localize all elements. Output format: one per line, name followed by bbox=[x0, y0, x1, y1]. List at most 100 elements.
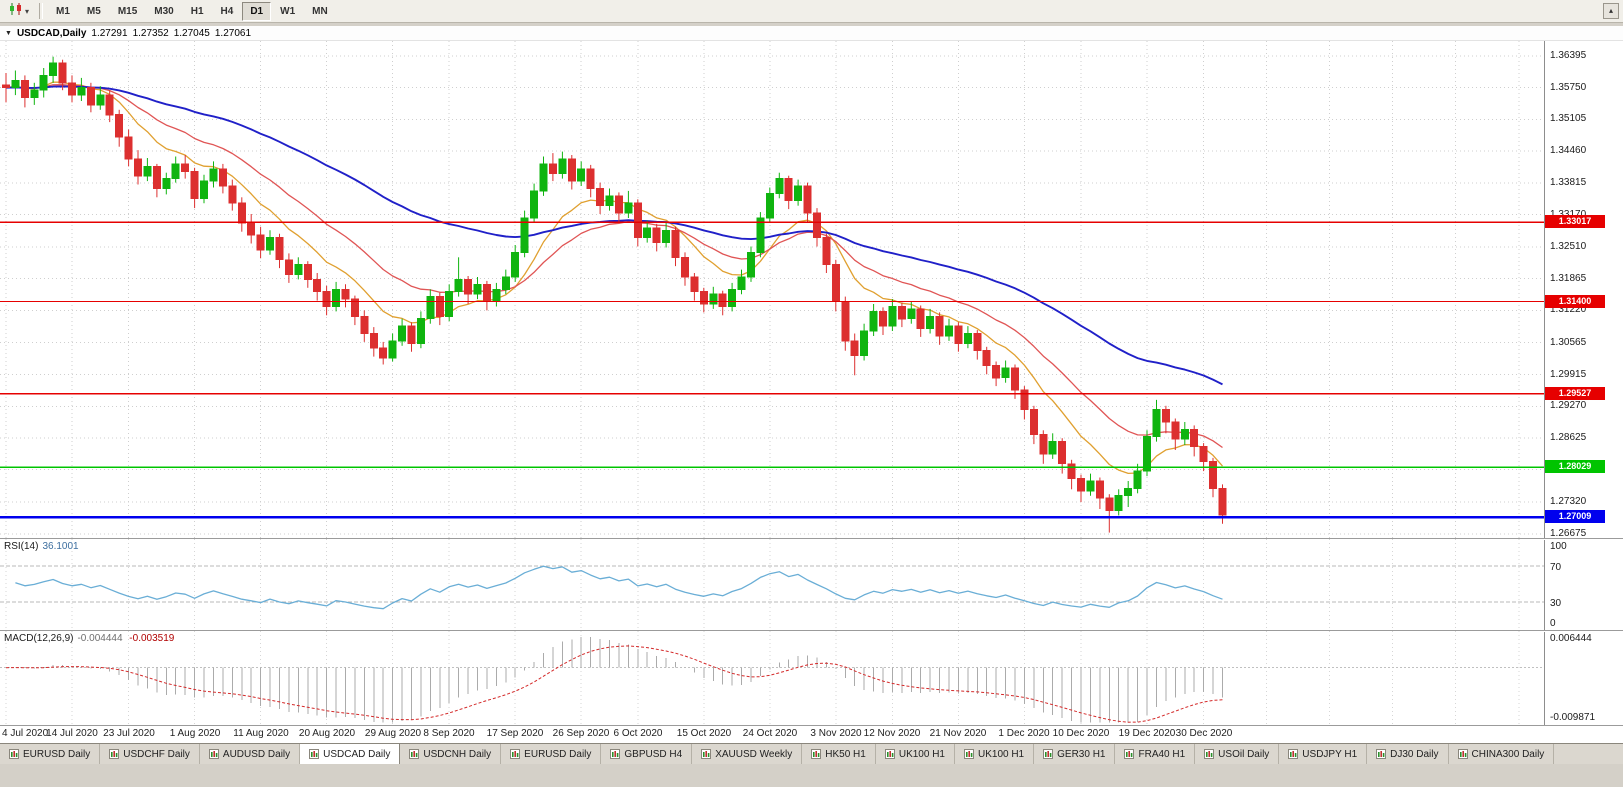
timeframe-buttons-group: M1 M5 M15 M30 H1 H4 D1 W1 MN bbox=[48, 1, 337, 21]
date-label: 11 Aug 2020 bbox=[233, 728, 289, 739]
date-axis[interactable]: 4 Jul 2020 14 Jul 2020 23 Jul 2020 1 Aug 20… bbox=[0, 725, 1623, 743]
price-axis-label: 1.33170 bbox=[1550, 209, 1586, 220]
chart-tab-hk50-h1[interactable]: HK50 H1 bbox=[802, 744, 876, 764]
chart-tab-uk100-h1[interactable]: UK100 H1 bbox=[954, 744, 1035, 764]
chart-tab-usoil-daily[interactable]: USOil Daily bbox=[1195, 744, 1280, 764]
chart-tab-label: AUDUSD Daily bbox=[222, 748, 291, 760]
ohlc-high: 1.27352 bbox=[132, 27, 169, 39]
price-level-label: 1.27009 bbox=[1545, 510, 1605, 523]
price-axis-label: 1.34460 bbox=[1550, 145, 1587, 156]
date-label: 1 Aug 2020 bbox=[169, 728, 221, 739]
price-axis-label: 1.35105 bbox=[1550, 113, 1587, 124]
price-level-label: 1.29527 bbox=[1545, 387, 1605, 400]
date-label: 17 Sep 2020 bbox=[486, 728, 544, 739]
timeframe-toolbar: ▾ M1 M5 M15 M30 H1 H4 D1 W1 MN ▴ bbox=[0, 0, 1623, 23]
chart-tab-usdchf-daily[interactable]: USDCHF Daily bbox=[100, 744, 200, 764]
chart-tab-fra40-h1[interactable]: FRA40 H1 bbox=[1115, 744, 1196, 764]
macd-axis-min: -0.009871 bbox=[1550, 712, 1596, 723]
rsi-panel[interactable]: RSI(14) 36.1001 100 70 30 0 bbox=[0, 538, 1623, 630]
chart-tab-eurusd-daily[interactable]: EURUSD Daily bbox=[0, 744, 101, 764]
mini-chart-icon bbox=[1124, 749, 1135, 759]
mini-chart-icon bbox=[409, 749, 420, 759]
chart-tab-eurusd-daily[interactable]: EURUSD Daily bbox=[501, 744, 602, 764]
date-label: 15 Oct 2020 bbox=[676, 728, 732, 739]
timeframe-button-h1[interactable]: H1 bbox=[190, 5, 204, 17]
mini-chart-icon bbox=[884, 749, 895, 759]
price-axis-label: 1.33815 bbox=[1550, 177, 1587, 188]
ohlc-close: 1.27061 bbox=[214, 27, 252, 39]
collapse-triangle-icon: ▼ bbox=[5, 29, 12, 37]
mini-chart-icon bbox=[1457, 749, 1468, 759]
date-label: 3 Nov 2020 bbox=[810, 728, 862, 739]
rsi-axis-label: 30 bbox=[1550, 598, 1562, 609]
chart-tab-ger30-h1[interactable]: GER30 H1 bbox=[1034, 744, 1116, 764]
rsi-label: RSI(14) 36.1001 bbox=[4, 541, 79, 552]
date-label: 20 Aug 2020 bbox=[298, 728, 356, 739]
main-chart-panel[interactable]: 1.36395 1.35750 1.35105 1.34460 1.33815 1.331… bbox=[0, 41, 1623, 538]
ohlc-open: 1.27291 bbox=[91, 27, 128, 39]
price-axis-label: 1.31220 bbox=[1550, 304, 1587, 315]
chart-tab-label: USDCAD Daily bbox=[323, 748, 391, 760]
price-axis-label: 1.29915 bbox=[1550, 369, 1587, 380]
price-axis-label: 1.28625 bbox=[1550, 432, 1587, 443]
chart-tab-label: XAUUSD Weekly bbox=[715, 748, 793, 760]
date-label: 29 Aug 2020 bbox=[364, 728, 422, 739]
chart-tab-china300-daily[interactable]: CHINA300 Daily bbox=[1448, 744, 1555, 764]
chevron-down-icon: ▾ bbox=[25, 6, 30, 16]
timeframe-button-m15[interactable]: M15 bbox=[117, 5, 138, 17]
date-label: 19 Dec 2020 bbox=[1118, 728, 1176, 739]
chart-tab-audusd-daily[interactable]: AUDUSD Daily bbox=[199, 744, 301, 764]
chart-tab-label: GER30 H1 bbox=[1057, 748, 1106, 760]
date-label: 30 Dec 2020 bbox=[1175, 728, 1233, 739]
price-axis-label: 1.31865 bbox=[1550, 273, 1587, 284]
toolbar-scroll-button[interactable]: ▴ bbox=[1603, 3, 1619, 19]
chart-symbol-period: USDCAD,Daily bbox=[16, 27, 87, 39]
macd-panel[interactable]: MACD(12,26,9) -0.004444 -0.003519 0.00644… bbox=[0, 630, 1623, 725]
mini-chart-icon bbox=[1376, 749, 1387, 759]
rsi-value: 36.1001 bbox=[42, 541, 79, 552]
rsi-axis[interactable]: 100 70 30 0 bbox=[1544, 540, 1623, 630]
price-axis-label: 1.35750 bbox=[1550, 82, 1587, 93]
timeframe-button-h4[interactable]: H4 bbox=[220, 5, 234, 17]
chart-tab-label: DJ30 Daily bbox=[1390, 748, 1439, 760]
chart-tab-label: CHINA300 Daily bbox=[1471, 748, 1545, 760]
mini-chart-icon bbox=[811, 749, 822, 759]
price-level-label: 1.33017 bbox=[1545, 215, 1605, 228]
chart-tab-uk100-h1[interactable]: UK100 H1 bbox=[875, 744, 955, 764]
chart-window: ▼ USDCAD,Daily 1.27291 1.27352 1.27045 1… bbox=[0, 26, 1623, 743]
date-label: 23 Jul 2020 bbox=[103, 728, 155, 739]
timeframe-button-d1[interactable]: D1 bbox=[242, 1, 272, 21]
mini-chart-icon bbox=[109, 749, 120, 759]
candlestick-chart-icon bbox=[9, 2, 23, 20]
macd-label: MACD(12,26,9) -0.004444 -0.003519 bbox=[4, 633, 175, 644]
chart-tab-xauusd-weekly[interactable]: XAUUSD Weekly bbox=[692, 744, 803, 764]
mini-chart-icon bbox=[1043, 749, 1054, 759]
timeframe-button-mn[interactable]: MN bbox=[312, 5, 328, 17]
chart-tab-dj30-daily[interactable]: DJ30 Daily bbox=[1367, 744, 1449, 764]
price-level-label: 1.28029 bbox=[1545, 460, 1605, 473]
chart-type-button[interactable]: ▾ bbox=[4, 0, 34, 23]
price-axis-label: 1.32510 bbox=[1550, 241, 1587, 252]
chart-tab-gbpusd-h4[interactable]: GBPUSD H4 bbox=[601, 744, 693, 764]
chart-tab-label: USDCNH Daily bbox=[423, 748, 492, 760]
ohlc-low: 1.27045 bbox=[173, 27, 210, 39]
timeframe-button-m5[interactable]: M5 bbox=[86, 5, 101, 17]
timeframe-button-m30[interactable]: M30 bbox=[154, 5, 174, 17]
date-label: 14 Jul 2020 bbox=[46, 728, 98, 739]
date-label: 10 Dec 2020 bbox=[1052, 728, 1110, 739]
macd-axis[interactable]: 0.006444 -0.009871 bbox=[1544, 632, 1623, 725]
chart-tab-usdcnh-daily[interactable]: USDCNH Daily bbox=[400, 744, 502, 764]
chart-tab-usdcad-daily[interactable]: USDCAD Daily bbox=[300, 744, 401, 764]
macd-main-value: -0.004444 bbox=[77, 633, 123, 644]
chart-tab-bar: EURUSD Daily USDCHF Daily AUDUSD Daily USDC… bbox=[0, 743, 1623, 764]
mini-chart-icon bbox=[1288, 749, 1299, 759]
price-axis-label: 1.29270 bbox=[1550, 400, 1587, 411]
price-axis[interactable]: 1.36395 1.35750 1.35105 1.34460 1.33815 1.331… bbox=[1544, 41, 1623, 538]
timeframe-button-m1[interactable]: M1 bbox=[56, 5, 70, 17]
chart-tab-usdjpy-h1[interactable]: USDJPY H1 bbox=[1279, 744, 1368, 764]
timeframe-button-w1[interactable]: W1 bbox=[280, 5, 296, 17]
rsi-axis-label: 100 bbox=[1550, 541, 1567, 552]
date-label: 12 Nov 2020 bbox=[863, 728, 921, 739]
chart-tab-label: HK50 H1 bbox=[825, 748, 866, 760]
